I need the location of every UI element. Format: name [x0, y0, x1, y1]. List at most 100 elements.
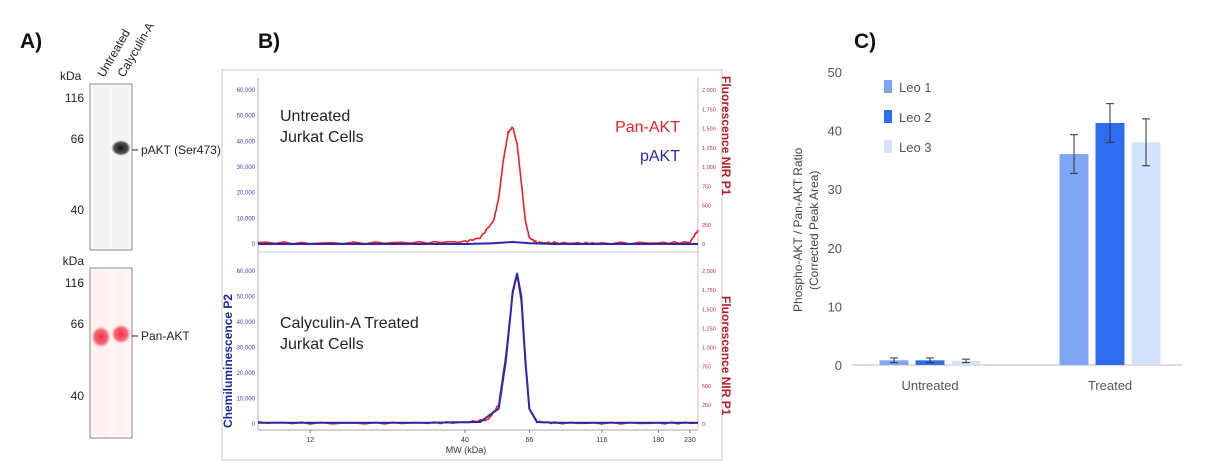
c-y-ticks: 0 10 20 30 40 50 [828, 65, 842, 373]
left-tick-label: 60,000 [237, 88, 256, 94]
left-tick-label: 30,000 [237, 346, 256, 352]
bar-leo-1-treated [1059, 154, 1089, 365]
right-tick-label: 750 [702, 365, 711, 371]
blot-bottom-marker-116: 116 [65, 276, 84, 290]
bottom-annotation-line2: Jurkat Cells [280, 336, 364, 353]
panel-b-label: B) [258, 30, 281, 53]
x-tick-label: 12 [306, 437, 314, 444]
panel-b-frame [221, 69, 723, 461]
c-y-tick-label: 20 [828, 241, 842, 256]
blot-top-lane-1 [93, 86, 110, 248]
legend-label: Leo 2 [899, 110, 932, 125]
blot-bottom-lane-1 [93, 270, 110, 436]
c-y-tick-label: 10 [828, 299, 842, 314]
bottom-annotation-line1: Calyculin-A Treated [280, 315, 419, 332]
panel-b-ticks: 12 40 66 116 180 230 0 10,000 20,000 30,000 40,000… [237, 88, 716, 444]
x-tick-label: 40 [461, 437, 469, 444]
panel-a-blots: kDa Untreated Calyculin-A 116 66 40 pAKT… [60, 20, 221, 439]
right-tick-label: 750 [702, 184, 711, 190]
kda-label: kDa [60, 69, 82, 83]
pan-akt-trace-untreated [257, 126, 699, 245]
right-tick-label: 1,250 [702, 326, 716, 332]
legend-pakt: pAKT [640, 148, 680, 165]
bar-leo-3-treated [1131, 142, 1161, 365]
legend-pan-akt: Pan-AKT [615, 119, 680, 136]
c-bars [879, 103, 1161, 366]
x-tick-label: 180 [653, 437, 665, 444]
blot-top-marker-40: 40 [71, 203, 85, 217]
blot-bottom-marker-40: 40 [71, 389, 85, 403]
left-tick-label: 20,000 [237, 191, 256, 197]
right-tick-label: 2,000 [702, 269, 716, 275]
panel-c-label: C) [854, 30, 877, 53]
blot-bottom-marker-66: 66 [71, 317, 85, 331]
blot-top-lane-2 [112, 86, 129, 248]
right-tick-label: 2,000 [702, 88, 716, 94]
pan-akt-band-2 [111, 324, 131, 344]
blot-top-marker-66: 66 [71, 132, 85, 146]
panel-b-traces [257, 126, 699, 425]
right-tick-label: 1,500 [702, 127, 716, 133]
c-y-tick-label: 0 [835, 358, 842, 373]
right-axis-title-top: Fluorescence NIR P1 [719, 76, 733, 196]
right-tick-label: 0 [702, 422, 705, 428]
left-tick-label: 0 [252, 422, 256, 428]
top-annotation-line2: Jurkat Cells [280, 129, 364, 146]
pakt-band-label: pAKT (Ser473) [141, 143, 221, 157]
legend-label: Leo 3 [899, 140, 932, 155]
x-tick-label: 230 [684, 437, 696, 444]
right-tick-label: 1,000 [702, 346, 716, 352]
legend-label: Leo 1 [899, 80, 932, 95]
right-tick-label: 500 [702, 384, 711, 390]
c-categories: Untreated Treated [901, 378, 1132, 393]
left-axis-title: Chemiluminescence P2 [221, 294, 235, 428]
right-tick-label: 250 [702, 403, 711, 409]
right-tick-label: 1,750 [702, 107, 716, 113]
right-axis-title-bottom: Fluorescence NIR P1 [719, 296, 733, 416]
pakt-trace-untreated [258, 240, 698, 245]
c-category-label: Treated [1088, 378, 1132, 393]
left-tick-label: 50,000 [237, 295, 256, 301]
c-y-tick-label: 30 [828, 182, 842, 197]
c-y-tick-label: 40 [828, 124, 842, 139]
legend-swatch [884, 110, 892, 123]
left-tick-label: 10,000 [237, 397, 256, 403]
right-tick-label: 1,250 [702, 146, 716, 152]
x-tick-label: 116 [596, 437, 607, 444]
c-legend: Leo 1 Leo 2 Leo 3 [884, 80, 932, 155]
left-tick-label: 60,000 [237, 269, 256, 275]
pan-akt-band-label: Pan-AKT [141, 329, 190, 343]
panel-a-label: A) [20, 30, 43, 53]
legend-swatch [884, 140, 892, 153]
right-tick-label: 1,750 [702, 288, 716, 294]
left-tick-label: 40,000 [237, 320, 256, 326]
c-ylabel-line1: Phospho-AKT / Pan-AKT Ratio [791, 147, 805, 312]
c-ylabel-line2: (Corrected Peak Area) [807, 171, 821, 290]
x-axis-title: MW (kDa) [446, 445, 487, 455]
top-annotation-line1: Untreated [280, 108, 350, 125]
left-tick-label: 30,000 [237, 165, 256, 171]
right-tick-label: 500 [702, 204, 711, 210]
kda-label-2: kDa [63, 254, 85, 268]
c-category-label: Untreated [901, 378, 958, 393]
legend-swatch [884, 80, 892, 93]
pakt-band [111, 140, 131, 156]
c-y-tick-label: 50 [828, 65, 842, 80]
left-tick-label: 10,000 [237, 216, 256, 222]
pakt-trace-treated [258, 272, 698, 424]
right-tick-label: 1,500 [702, 307, 716, 313]
left-tick-label: 0 [252, 242, 256, 248]
left-tick-label: 40,000 [237, 139, 256, 145]
pan-akt-band-1 [91, 326, 111, 348]
panel-c-bar-chart: Phospho-AKT / Pan-AKT Ratio (Corrected P… [791, 65, 1182, 393]
left-tick-label: 50,000 [237, 114, 256, 120]
panel-b-electropherograms: Chemiluminescence P2 Fluorescence NIR P1… [221, 69, 733, 461]
x-tick-label: 66 [525, 437, 533, 444]
right-tick-label: 0 [702, 242, 705, 248]
right-tick-label: 1,000 [702, 165, 716, 171]
blot-bottom-lane-2 [112, 270, 129, 436]
left-tick-label: 20,000 [237, 371, 256, 377]
blot-top-marker-116: 116 [65, 91, 84, 105]
bar-leo-2-treated [1095, 122, 1125, 366]
